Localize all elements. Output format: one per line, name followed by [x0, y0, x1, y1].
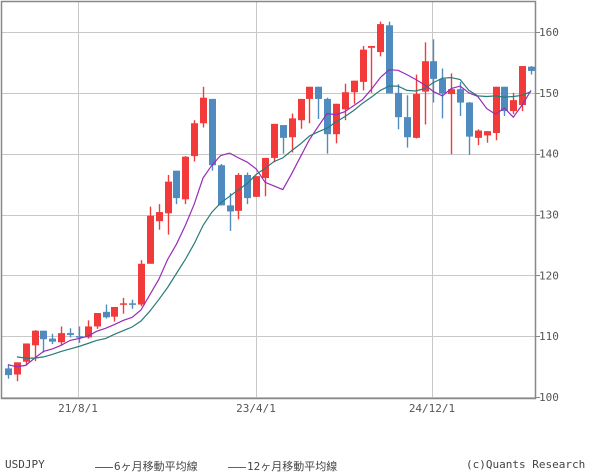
candle-up: [484, 131, 491, 136]
candle-up: [156, 212, 163, 222]
candle-down: [466, 102, 473, 137]
candle-up: [147, 215, 154, 264]
candle-up: [235, 174, 242, 211]
symbol-label: USDJPY: [5, 458, 45, 471]
candle-up: [368, 45, 375, 48]
ma12-line-icon: [228, 466, 246, 468]
candle-up: [14, 362, 21, 375]
candle-down: [49, 338, 56, 342]
candle-down: [129, 303, 136, 305]
candle-up: [298, 98, 305, 121]
symbol-text: USDJPY: [5, 458, 45, 471]
candle-up: [32, 330, 39, 346]
chart-frame: [0, 0, 537, 400]
candle-down: [209, 98, 216, 166]
candle-up: [351, 80, 358, 93]
candle-down: [280, 125, 287, 138]
x-tick-label: 24/12/1: [409, 402, 455, 415]
candle-down: [227, 205, 234, 212]
candle-up: [111, 306, 118, 317]
candle-down: [315, 86, 322, 99]
y-tick-label: 150: [539, 87, 559, 100]
candle-up: [519, 66, 526, 105]
candle-up: [360, 49, 367, 82]
candlestick-chart: 100 110 120 130 140 150 160 21/8/1 23/4/1 24/12/…: [0, 0, 559, 415]
candle-up: [253, 176, 260, 197]
candle-down: [244, 174, 251, 199]
candle-up: [85, 326, 92, 338]
credit-text: (c)Quants Research: [466, 458, 586, 471]
y-axis: 100 110 120 130 140 150 160: [535, 26, 559, 404]
x-axis: 21/8/1 23/4/1 24/12/1: [58, 402, 455, 415]
candles: [5, 21, 535, 382]
candle-down: [386, 25, 393, 94]
candle-down: [439, 78, 446, 94]
legend-ma6: 6ヶ月移動平均線: [95, 458, 198, 474]
candle-down: [76, 336, 83, 338]
x-tick-label: 23/4/1: [236, 402, 276, 415]
ma12-label: 12ヶ月移動平均線: [247, 460, 338, 473]
candle-down: [5, 368, 12, 376]
candle-up: [422, 61, 429, 92]
candle-up: [200, 97, 207, 124]
candle-down: [67, 333, 74, 335]
candle-up: [289, 118, 296, 138]
candle-up: [138, 263, 145, 305]
candle-up: [448, 89, 455, 95]
ma6-label: 6ヶ月移動平均線: [114, 460, 198, 473]
y-tick-label: 110: [539, 330, 559, 343]
candle-up: [510, 100, 517, 112]
y-tick-label: 140: [539, 148, 559, 161]
candle-down: [40, 330, 47, 340]
moving-average-lines: [7, 69, 532, 368]
candle-up: [333, 103, 340, 135]
candle-up: [94, 313, 101, 327]
candle-up: [413, 94, 420, 138]
candle-down: [501, 86, 508, 112]
candle-up: [342, 92, 349, 110]
moving-average-line: [16, 76, 532, 359]
candle-down: [173, 170, 180, 199]
y-tick-label: 130: [539, 209, 559, 222]
candle-up: [306, 86, 313, 99]
candle-down: [395, 92, 402, 118]
y-tick-label: 100: [539, 391, 559, 404]
candle-up: [120, 303, 127, 305]
candle-down: [218, 165, 225, 206]
candle-down: [324, 98, 331, 135]
candle-down: [528, 66, 535, 71]
plot-border: [0, 0, 537, 400]
y-tick-label: 120: [539, 269, 559, 282]
legend-ma12: 12ヶ月移動平均線: [228, 458, 337, 474]
candle-up: [58, 333, 65, 343]
candle-up: [165, 181, 172, 214]
moving-average-line: [7, 69, 532, 368]
candle-up: [493, 86, 500, 133]
y-tick-label: 160: [539, 26, 559, 39]
candle-down: [430, 61, 437, 79]
candle-up: [377, 24, 384, 53]
candle-up: [182, 156, 189, 200]
candle-down: [404, 117, 411, 138]
ma6-line-icon: [95, 466, 113, 468]
x-tick-label: 21/8/1: [58, 402, 98, 415]
credit-label: (c)Quants Research: [466, 458, 585, 471]
candle-up: [191, 123, 198, 157]
candle-up: [271, 123, 278, 158]
candle-up: [23, 343, 30, 362]
candle-down: [103, 311, 110, 318]
candle-down: [457, 89, 464, 103]
candle-up: [475, 130, 482, 138]
